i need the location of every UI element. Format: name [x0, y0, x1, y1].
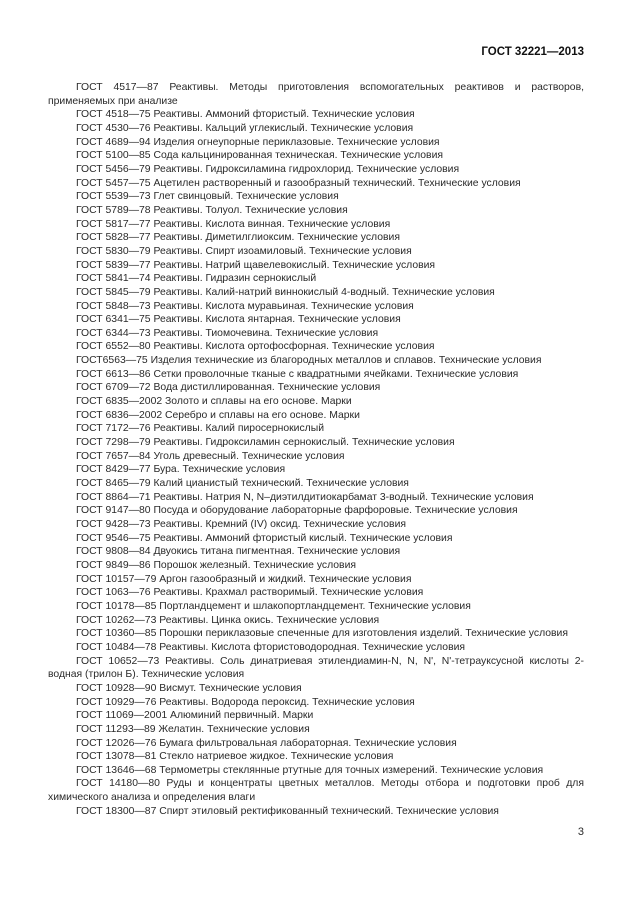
reference-item: ГОСТ 10928—90 Висмут. Технические услови… — [76, 682, 302, 694]
reference-item: ГОСТ 5789—78 Реактивы. Толуол. Техническ… — [76, 204, 348, 216]
reference-item: ГОСТ 10484—78 Реактивы. Кислота фтористо… — [76, 641, 466, 653]
reference-item: ГОСТ 10178—85 Портландцемент и шлакопорт… — [76, 600, 471, 612]
reference-item: ГОСТ 11069—2001 Алюминий первичный. Марк… — [76, 710, 314, 722]
reference-item: ГОСТ 10157—79 Аргон газообразный и жидки… — [76, 573, 412, 585]
reference-list: ГОСТ 4517—87 Реактивы. Методы приготовле… — [48, 81, 584, 818]
reference-item: ГОСТ 6835—2002 Золото и сплавы на его ос… — [76, 396, 352, 408]
reference-item: ГОСТ 11293—89 Желатин. Технические услов… — [76, 723, 310, 735]
reference-item: ГОСТ 5457—75 Ацетилен растворенный и газ… — [76, 177, 521, 189]
reference-item: ГОСТ 4518—75 Реактивы. Аммоний фтористый… — [76, 109, 415, 121]
reference-item: ГОСТ 7657—84 Уголь древесный. Технически… — [76, 450, 345, 462]
reference-item: ГОСТ 5817—77 Реактивы. Кислота винная. Т… — [76, 218, 391, 230]
reference-item: ГОСТ 6552—80 Реактивы. Кислота ортофосфо… — [76, 341, 435, 353]
reference-item: ГОСТ 10652—73 Реактивы. Соль динатриевая… — [48, 655, 584, 681]
reference-item: ГОСТ 5830—79 Реактивы. Спирт изоамиловый… — [76, 245, 412, 257]
reference-item: ГОСТ 13646—68 Термометры стеклянные ртут… — [76, 764, 544, 776]
reference-item: ГОСТ 5539—73 Глет свинцовый. Технические… — [76, 191, 339, 203]
reference-item: ГОСТ 5845—79 Реактивы. Калий-натрий винн… — [76, 286, 495, 298]
reference-item: ГОСТ 13078—81 Стекло натриевое жидкое. Т… — [76, 751, 394, 763]
reference-item: ГОСТ 1063—76 Реактивы. Крахмал растворим… — [76, 587, 424, 599]
page-number: 3 — [577, 826, 584, 838]
reference-item: ГОСТ 4530—76 Реактивы. Кальций углекислы… — [76, 122, 414, 134]
reference-item: ГОСТ 5848—73 Реактивы. Кислота муравьина… — [76, 300, 414, 312]
reference-item: ГОСТ 8465—79 Калий цианистый технический… — [76, 478, 409, 490]
reference-item: ГОСТ 7298—79 Реактивы. Гидроксиламин сер… — [76, 437, 455, 449]
reference-item: ГОСТ 5839—77 Реактивы. Натрий щавелевоки… — [76, 259, 436, 271]
reference-item: ГОСТ6563—75 Изделия технические из благо… — [76, 355, 542, 367]
document-header: ГОСТ 32221—2013 — [481, 46, 584, 58]
reference-item: ГОСТ 4517—87 Реактивы. Методы приготовле… — [48, 82, 584, 107]
reference-item: ГОСТ 9849—86 Порошок железный. Техническ… — [76, 559, 357, 571]
reference-item: ГОСТ 5828—77 Реактивы. Диметилглиоксим. … — [76, 232, 400, 244]
reference-item: ГОСТ 9546—75 Реактивы. Аммоний фтористый… — [76, 532, 453, 544]
reference-item: ГОСТ 18300—87 Спирт этиловый ректификова… — [76, 805, 499, 817]
reference-item: ГОСТ 10929—76 Реактивы. Водорода перокси… — [76, 696, 415, 708]
reference-item: ГОСТ 6836—2002 Серебро и сплавы на его о… — [76, 409, 360, 421]
reference-item: ГОСТ 9808—84 Двуокись титана пигментная.… — [76, 546, 401, 558]
reference-item: ГОСТ 14180—80 Руды и концентраты цветных… — [48, 778, 584, 804]
reference-item: ГОСТ 6613—86 Сетки проволочные тканые с … — [76, 368, 519, 380]
reference-item: ГОСТ 6341—75 Реактивы. Кислота янтарная.… — [76, 314, 401, 326]
reference-item: ГОСТ 9428—73 Реактивы. Кремний (IV) окси… — [76, 519, 407, 530]
reference-item: ГОСТ 8864—71 Реактивы. Натрия N, N–диэти… — [76, 491, 534, 503]
reference-item: ГОСТ 6344—73 Реактивы. Тиомочевина. Техн… — [76, 327, 379, 339]
reference-item: ГОСТ 12026—76 Бумага фильтровальная лабо… — [76, 737, 457, 749]
reference-item: ГОСТ 4689—94 Изделия огнеупорные перикла… — [76, 136, 440, 148]
reference-item: ГОСТ 5100—85 Сода кальцинированная техни… — [76, 150, 443, 162]
reference-item: ГОСТ 8429—77 Бура. Технические условия — [76, 464, 286, 476]
reference-item: ГОСТ 9147—80 Посуда и оборудование лабор… — [76, 505, 518, 517]
reference-item: ГОСТ 10262—73 Реактивы. Цинка окись. Тех… — [76, 614, 380, 626]
reference-item: ГОСТ 6709—72 Вода дистиллированная. Техн… — [76, 382, 381, 394]
reference-item: ГОСТ 5456—79 Реактивы. Гидроксиламина ги… — [76, 163, 460, 175]
reference-item: ГОСТ 10360—85 Порошки периклазовые спече… — [76, 628, 568, 640]
reference-item: ГОСТ 7172—76 Реактивы. Калий пиросерноки… — [76, 423, 325, 435]
reference-item: ГОСТ 5841—74 Реактивы. Гидразин сернокис… — [76, 273, 317, 285]
